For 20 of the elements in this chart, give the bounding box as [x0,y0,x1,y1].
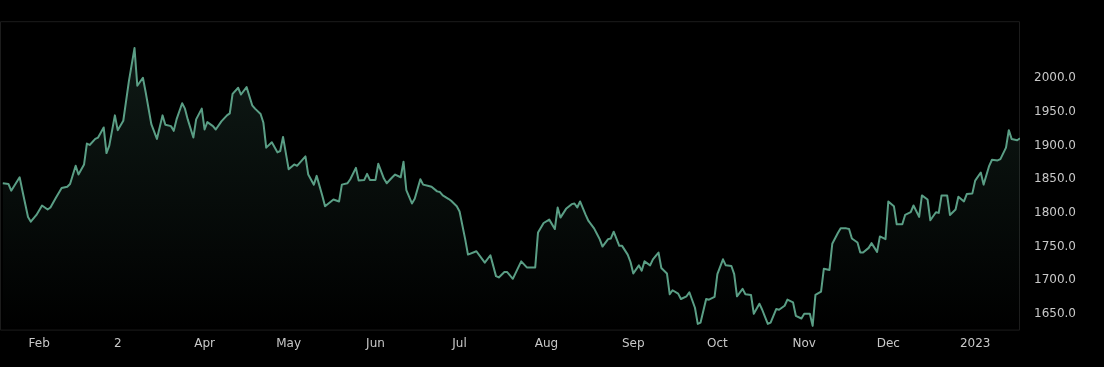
y-tick-label: 1950.0 [1034,104,1077,119]
y-tick-label: 1800.0 [1034,205,1077,220]
x-tick-label: Jul [451,335,467,350]
x-tick-label: Dec [876,335,900,350]
y-tick-label: 1650.0 [1034,305,1077,320]
y-tick-label: 2000.0 [1034,70,1077,85]
x-tick-label: 2023 [959,335,991,350]
x-tick-label: May [276,335,302,350]
x-tick-label: Apr [194,335,216,350]
y-tick-label: 1750.0 [1034,238,1077,253]
y-tick-label: 1850.0 [1034,171,1077,186]
y-tick-label: 1900.0 [1034,137,1077,152]
x-tick-label: Oct [707,335,729,350]
x-tick-label: Aug [534,335,559,350]
x-tick-label: Jun [365,335,385,350]
x-tick-label: Nov [792,335,816,350]
y-tick-label: 1700.0 [1034,272,1077,287]
x-tick-label: Feb [28,335,50,350]
x-tick-label: 2 [113,335,122,350]
x-tick-label: Sep [621,335,645,350]
